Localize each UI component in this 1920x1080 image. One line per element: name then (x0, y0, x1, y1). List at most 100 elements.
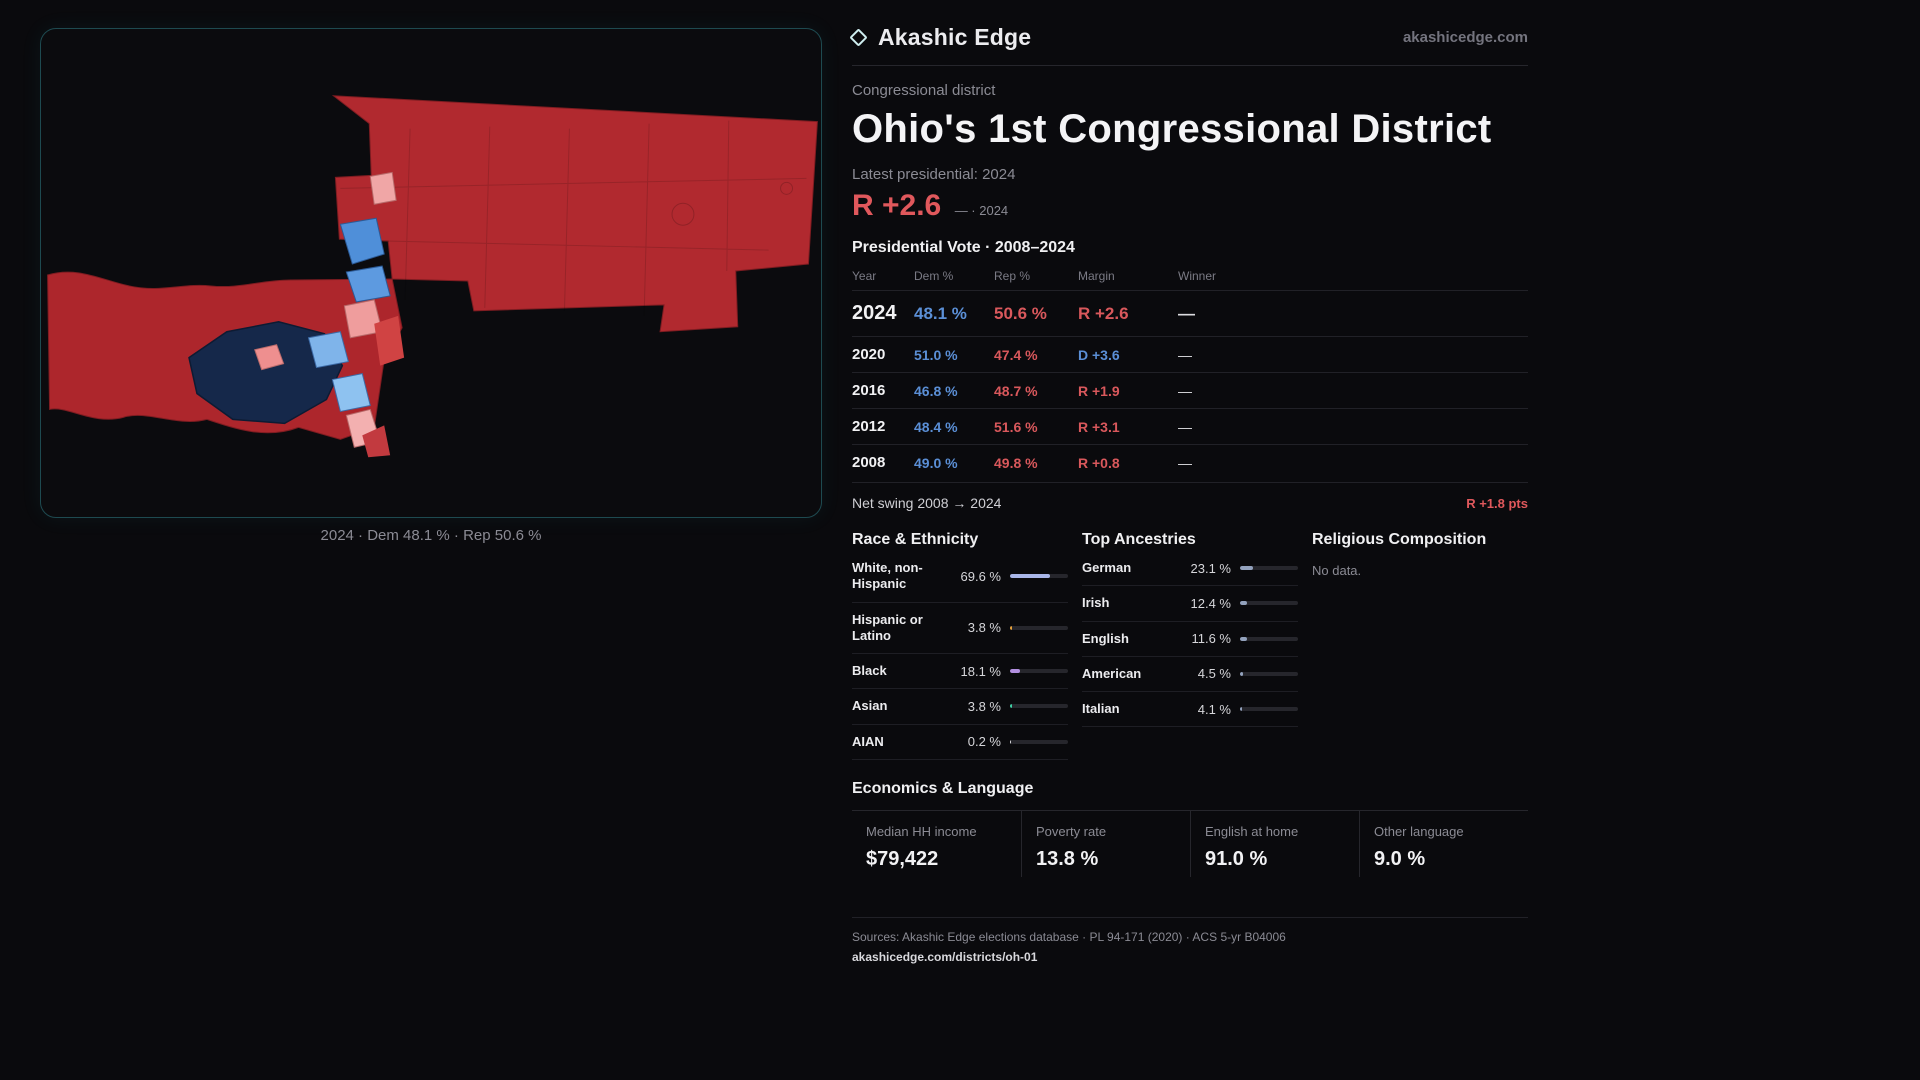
race-bar (1010, 625, 1068, 630)
map-region-rep-seam (362, 425, 391, 458)
stat-label: Poverty rate (1036, 823, 1107, 839)
ancestry-label: Irish (1082, 595, 1110, 611)
ancestries-title: Top Ancestries (1082, 531, 1196, 548)
race-ethnicity-column: Race & Ethnicity White, non-Hispanic 69.… (852, 519, 1068, 760)
brand: Akashic Edge (849, 24, 1032, 51)
economics-stats: Median HH income $79,422 Poverty rate 13… (852, 809, 1528, 877)
vote-year: 2016 (852, 372, 914, 409)
ancestry-row: English 11.6 % (1082, 622, 1298, 657)
race-label: White, non-Hispanic (852, 560, 923, 592)
map-region-rep-seam (374, 315, 405, 366)
vote-dem-pct: 49.0 % (914, 444, 994, 480)
stat-median-income: Median HH income $79,422 (852, 811, 1021, 877)
ancestry-bar-fill (1240, 566, 1254, 571)
stat-label: Other language (1374, 823, 1464, 839)
vote-rep-pct: 49.8 % (994, 444, 1078, 480)
district-report: Akashic Edge akashicedge.com Congression… (849, 24, 1528, 964)
ancestry-bar (1240, 601, 1298, 606)
map-region-dem-light (331, 373, 371, 413)
race-bar (1010, 574, 1068, 579)
economics-title: Economics & Language (852, 779, 1034, 797)
ancestry-bar-fill (1240, 601, 1248, 606)
map-region-pink (369, 171, 397, 205)
demographics-section: Race & Ethnicity White, non-Hispanic 69.… (852, 519, 1528, 760)
vote-winner: — (1178, 372, 1528, 409)
brand-domain-link[interactable]: akashicedge.com (1402, 29, 1528, 46)
ancestry-row: Italian 4.1 % (1082, 692, 1298, 728)
district-permalink[interactable]: akashicedge.com/districts/oh-01 (852, 949, 1038, 964)
ancestry-value: 4.5 % (1197, 666, 1231, 682)
map-region-pink (254, 344, 285, 371)
vote-margin: R +1.9 (1078, 372, 1178, 409)
race-value: 0.2 % (967, 734, 1001, 750)
ancestry-bar-fill (1240, 636, 1247, 641)
vote-row-2020: 2020 51.0 % 47.4 % D +3.6 — (852, 336, 1528, 373)
map-caption: 2024 · Dem 48.1 % · Rep 50.6 % (320, 527, 542, 544)
vote-year: 2012 (852, 408, 914, 445)
vote-row-2008: 2008 49.0 % 49.8 % R +0.8 — (852, 444, 1528, 480)
map-precinct-ring (780, 181, 794, 195)
net-swing-row: Net swing 2008 → 2024 R +1.8 pts (852, 482, 1528, 515)
vote-winner: — (1178, 290, 1528, 337)
vote-row-2016: 2016 46.8 % 48.7 % R +1.9 — (852, 372, 1528, 409)
stat-value: $79,422 (866, 847, 939, 870)
stat-label: English at home (1205, 823, 1299, 839)
race-label: Hispanic or Latino (852, 611, 923, 643)
race-bar-fill (1010, 625, 1013, 630)
vote-rep-pct: 50.6 % (994, 290, 1078, 337)
stat-other-language: Other language 9.0 % (1359, 810, 1528, 877)
map-region-rep-east (331, 95, 818, 333)
diamond-logo-icon (849, 28, 868, 47)
vote-year: 2008 (852, 444, 914, 480)
religion-column: Religious Composition No data. (1312, 519, 1528, 760)
race-bar-fill (1010, 669, 1021, 674)
vote-winner: — (1178, 408, 1528, 445)
net-swing-label: Net swing 2008 → 2024 (852, 495, 1002, 511)
vote-table-title: Presidential Vote · 2008–2024 (852, 239, 1075, 256)
vote-row-2012: 2012 48.4 % 51.6 % R +3.1 — (852, 408, 1528, 445)
col-year: Year (852, 269, 877, 283)
stat-english-at-home: English at home 91.0 % (1190, 810, 1359, 877)
ancestry-label: Italian (1082, 701, 1120, 716)
vote-winner: — (1178, 336, 1528, 373)
vote-winner: — (1178, 444, 1528, 480)
race-title: Race & Ethnicity (852, 531, 979, 548)
ancestry-bar (1240, 566, 1298, 571)
map-region-dem-mid (345, 265, 391, 303)
race-value: 69.6 % (960, 568, 1001, 584)
ancestry-label: German (1082, 560, 1132, 575)
vote-dem-pct: 48.4 % (914, 408, 994, 445)
race-bar (1010, 669, 1068, 674)
ancestry-value: 23.1 % (1190, 560, 1231, 576)
page-title: Ohio's 1st Congressional District (852, 107, 1492, 151)
vote-row-2024: 2024 48.1 % 50.6 % R +2.6 — (852, 290, 1528, 337)
vote-dem-pct: 46.8 % (914, 372, 994, 409)
ancestry-value: 11.6 % (1191, 631, 1231, 647)
sources-line: Sources: Akashic Edge elections database… (852, 929, 1286, 944)
religion-no-data: No data. (1312, 563, 1362, 578)
col-rep: Rep % (994, 269, 1031, 283)
race-label: AIAN (852, 733, 884, 749)
vote-margin: R +0.8 (1078, 444, 1178, 480)
headline-margin: R +2.6 — · 2024 (852, 189, 1528, 223)
race-row: AIAN 0.2 % (852, 725, 1068, 760)
vote-rep-pct: 47.4 % (994, 336, 1078, 373)
vote-year: 2020 (852, 336, 914, 373)
ancestry-bar-fill (1240, 707, 1243, 712)
ancestries-column: Top Ancestries German 23.1 % Irish 12.4 … (1082, 519, 1298, 760)
vote-year: 2024 (852, 290, 914, 337)
ancestry-value: 12.4 % (1190, 595, 1231, 611)
race-bar-fill (1010, 704, 1013, 709)
vote-dem-pct: 51.0 % (914, 336, 994, 373)
ancestry-bar (1240, 636, 1298, 641)
race-value: 3.8 % (967, 620, 1001, 636)
ancestry-label: English (1082, 630, 1129, 646)
brand-header: Akashic Edge akashicedge.com (849, 24, 1528, 66)
district-map-panel (40, 28, 822, 518)
vote-margin: D +3.6 (1078, 336, 1178, 373)
latest-presidential-label: Latest presidential: 2024 (852, 166, 1016, 183)
ancestry-bar-fill (1240, 671, 1243, 676)
map-precinct-lines (340, 120, 807, 316)
brand-name: Akashic Edge (878, 24, 1032, 50)
headline-margin-value: R +2.6 (852, 189, 942, 222)
